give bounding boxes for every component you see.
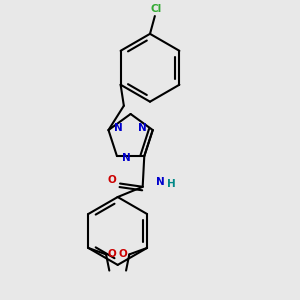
Text: O: O: [107, 175, 116, 185]
Text: O: O: [108, 249, 116, 260]
Text: N: N: [114, 123, 123, 134]
Text: H: H: [167, 178, 176, 188]
Text: N: N: [138, 123, 147, 134]
Text: N: N: [122, 153, 130, 163]
Text: O: O: [119, 249, 128, 260]
Text: N: N: [156, 177, 164, 187]
Text: Cl: Cl: [151, 4, 162, 14]
